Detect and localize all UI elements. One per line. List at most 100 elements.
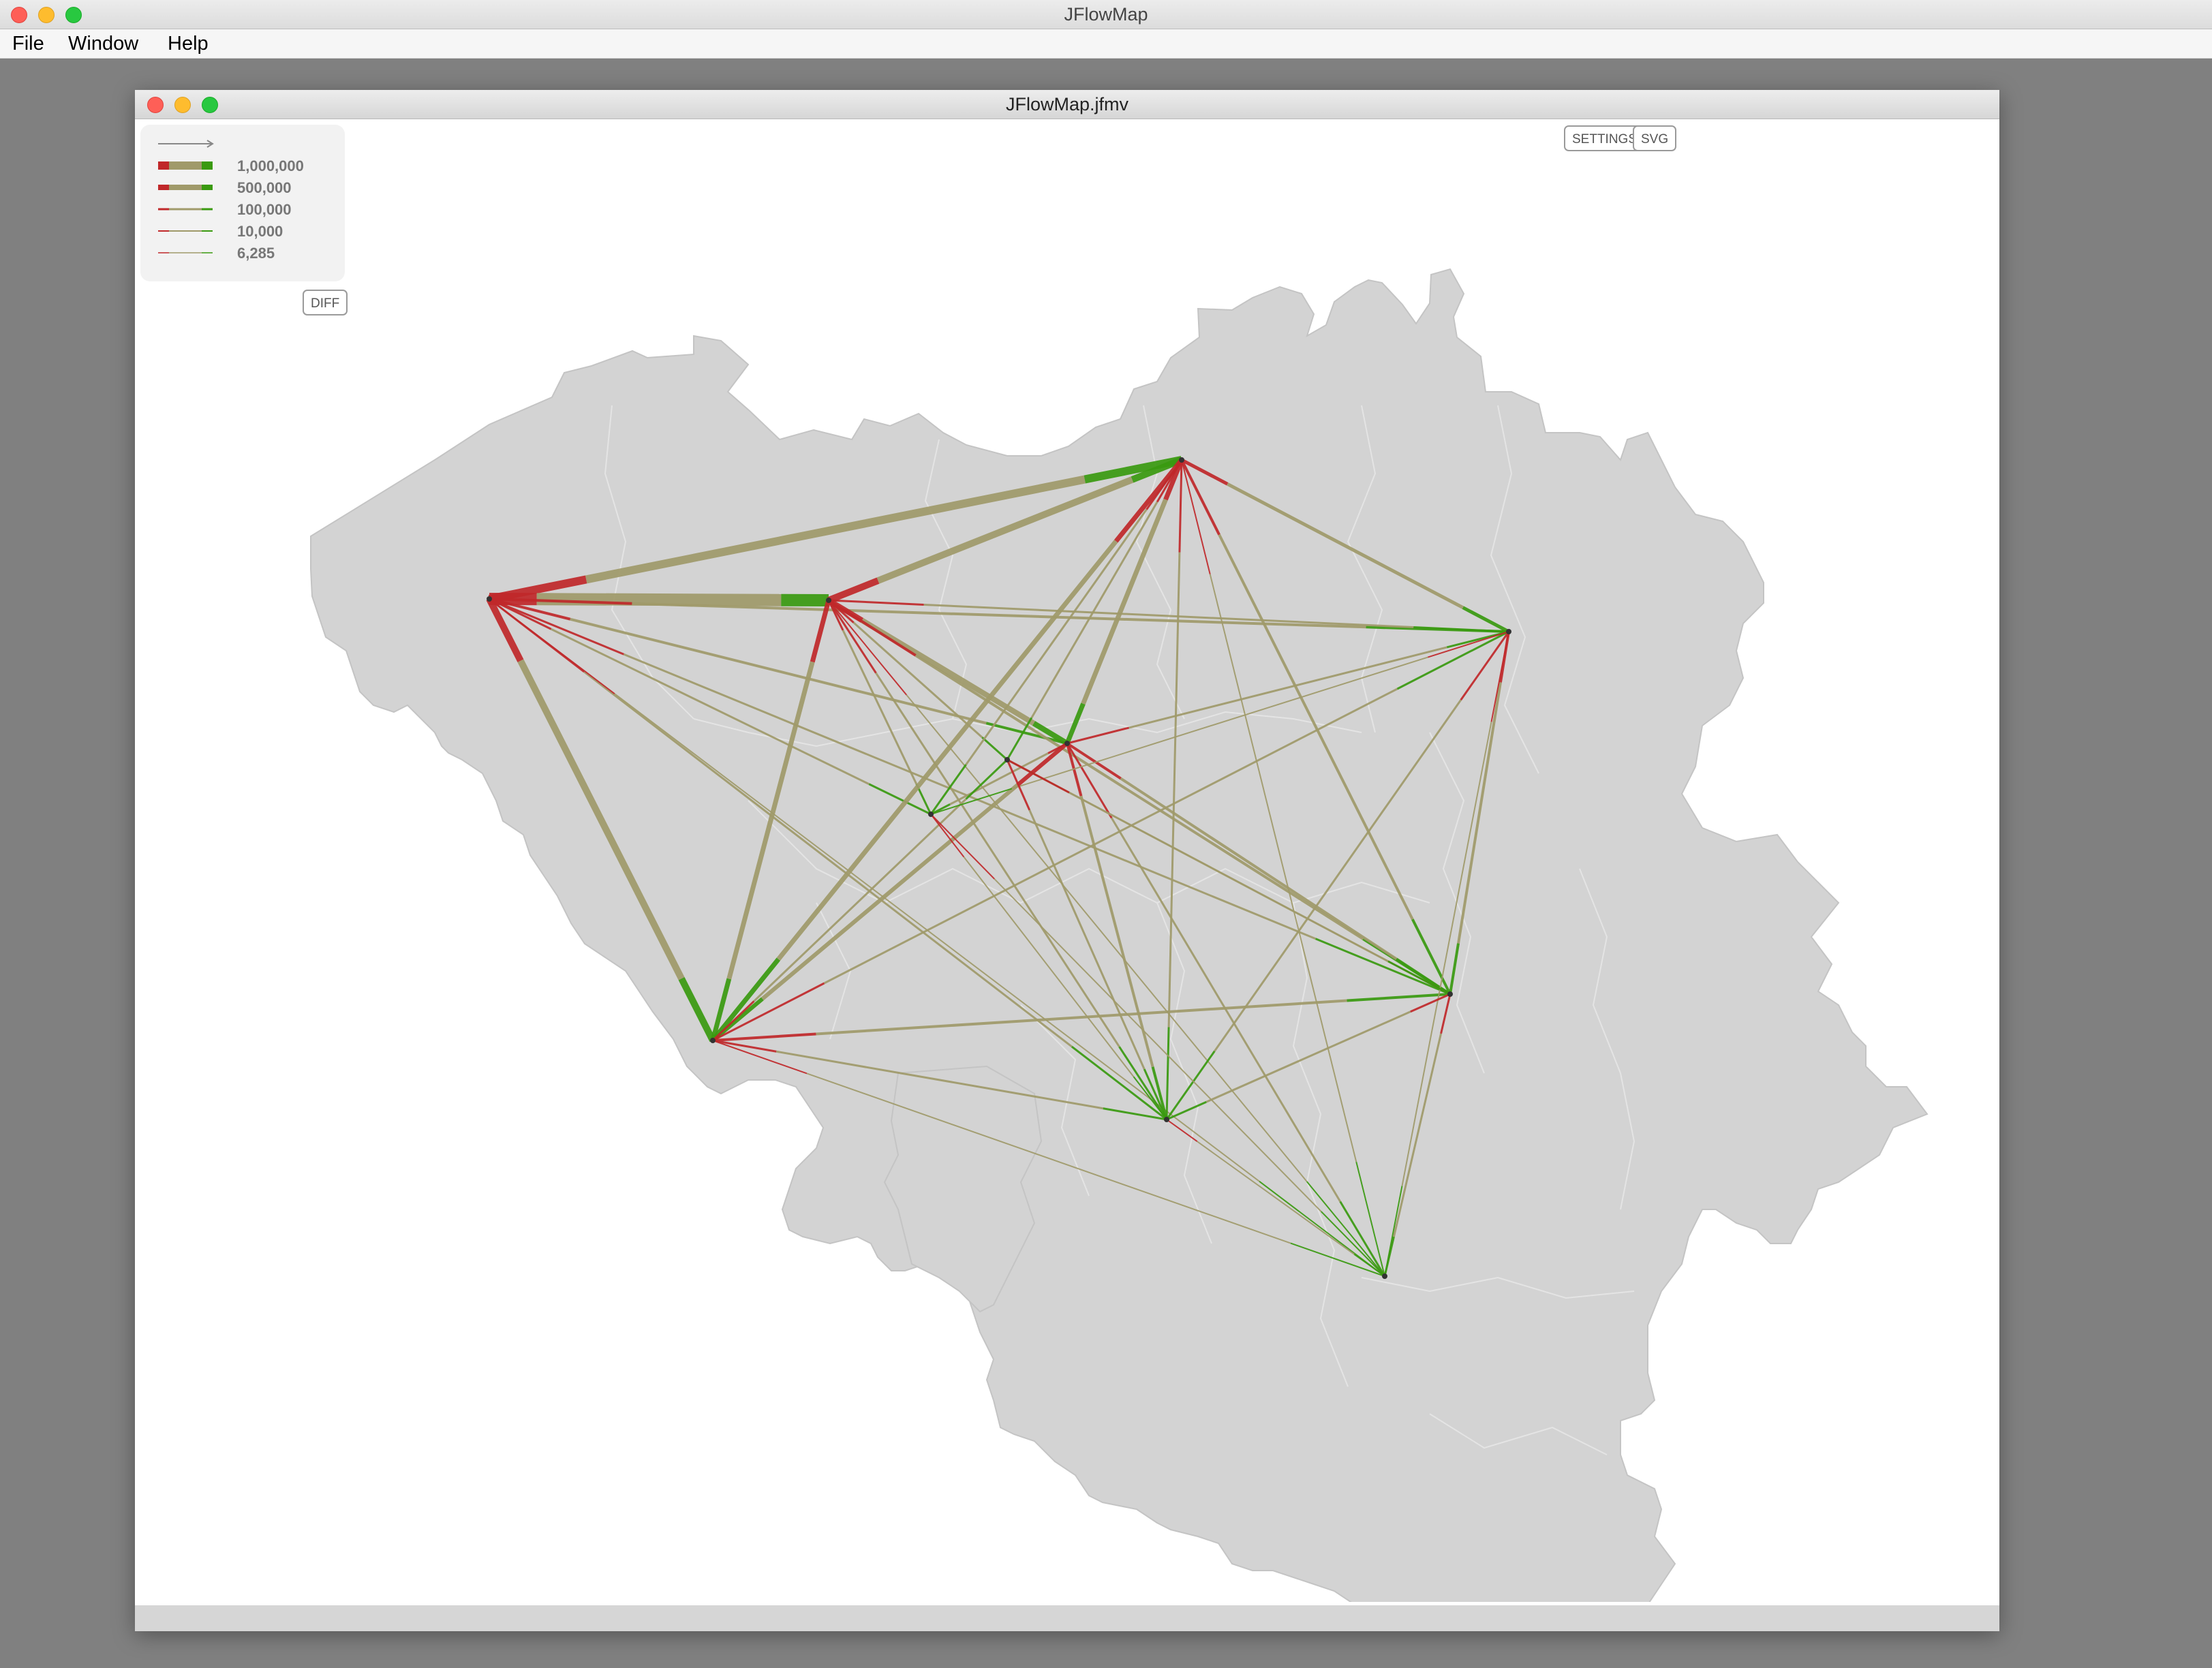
flow-segment	[852, 621, 983, 739]
document-status-bar	[135, 1605, 1999, 1631]
flow-node[interactable]	[710, 1038, 716, 1043]
flow-segment	[930, 814, 965, 858]
flow-segment	[1066, 743, 1113, 819]
flow-segment	[923, 603, 1414, 629]
flow-segment	[827, 599, 917, 657]
flow-segment	[875, 672, 1120, 1048]
flow-segment	[1410, 993, 1451, 1013]
document-titlebar: JFlowMap.jfmv	[135, 90, 1999, 119]
menu-file[interactable]: File	[12, 33, 44, 55]
flow-segment	[583, 670, 1073, 1048]
flow-segment	[1306, 1181, 1385, 1277]
app-title: JFlowMap	[1064, 4, 1148, 25]
flow-segment	[489, 598, 632, 605]
flow-segment	[828, 599, 924, 606]
flow-node[interactable]	[1064, 741, 1070, 746]
flow-node[interactable]	[1004, 757, 1010, 762]
flow-segment	[828, 600, 908, 696]
flow-segment	[1165, 1050, 1216, 1120]
flow-segment	[1449, 943, 1460, 995]
map-hainaut-lobe	[883, 1065, 1043, 1313]
flow-segment	[906, 694, 1308, 1182]
flow-segment	[1347, 993, 1451, 1002]
legend-label: 100,000	[237, 201, 292, 218]
minimize-window-button[interactable]	[38, 7, 55, 23]
flow-segment	[1151, 1066, 1168, 1120]
flow-segment	[1411, 918, 1451, 995]
flow-segment	[827, 577, 880, 604]
flow-segment	[1030, 501, 1158, 719]
flow-segment	[823, 688, 1398, 985]
flow-segment	[1392, 1033, 1443, 1237]
flow-segment	[1167, 552, 1181, 1028]
flow-segment	[1064, 702, 1086, 745]
flow-segment	[806, 1072, 1291, 1244]
flow-node[interactable]	[1506, 629, 1511, 634]
flow-segment	[1166, 1100, 1207, 1121]
flow-segment	[1462, 606, 1510, 634]
flow-segment	[1133, 1076, 1167, 1120]
flow-segment	[1490, 631, 1509, 722]
flow-nodes	[487, 457, 1511, 1279]
flow-segment	[711, 957, 781, 1042]
flow-segment	[712, 1032, 816, 1042]
flow-segment	[994, 878, 1322, 1212]
flow-segment	[1339, 1201, 1386, 1277]
flow-segment	[1066, 743, 1083, 797]
close-window-button[interactable]	[11, 7, 27, 23]
flow-node[interactable]	[1447, 991, 1453, 997]
flow-node[interactable]	[1382, 1273, 1387, 1279]
flow-segment	[985, 722, 1068, 745]
flow-segment	[1218, 534, 1414, 921]
flow-segment	[1165, 1027, 1170, 1120]
flow-segment	[1071, 1045, 1167, 1121]
legend-label: 1,000,000	[237, 157, 304, 174]
svg-export-button[interactable]: SVG	[1633, 125, 1677, 151]
flow-segment	[1440, 993, 1451, 1034]
flow-node[interactable]	[1164, 1117, 1169, 1122]
flow-map-canvas[interactable]: 1,000,000 500,000 100,000 10,000 6,285	[135, 119, 1999, 1602]
menu-help[interactable]: Help	[168, 33, 209, 55]
flow-segment	[1128, 646, 1447, 729]
flow-segment	[1143, 1068, 1168, 1120]
flow-segment	[1401, 722, 1492, 1186]
flow-segment	[965, 758, 1009, 800]
flow-segment	[1427, 631, 1509, 658]
flow-segment	[1180, 458, 1229, 486]
document-zoom-button[interactable]	[202, 97, 218, 113]
legend-arrow-head	[206, 140, 214, 148]
diff-button[interactable]: DIFF	[303, 290, 348, 315]
flow-segment	[1178, 459, 1183, 553]
flow-segment	[489, 598, 624, 655]
flow-segment	[712, 1040, 808, 1075]
flow-node[interactable]	[1179, 457, 1184, 463]
flow-segment	[775, 1050, 1104, 1110]
flow-segment	[827, 600, 844, 631]
flow-node[interactable]	[487, 596, 492, 602]
flow-node[interactable]	[826, 598, 831, 603]
flow-segment	[949, 752, 1049, 805]
legend-rows: 1,000,000 500,000 100,000 10,000 6,285	[158, 157, 304, 262]
flow-segment	[1032, 721, 1069, 746]
flow-segment	[1180, 459, 1220, 536]
document-minimize-button[interactable]	[174, 97, 191, 113]
flow-segment	[965, 508, 1148, 766]
settings-button[interactable]: SETTINGS	[1564, 125, 1646, 151]
flow-segment	[486, 597, 524, 662]
flow-segment	[1006, 759, 1031, 811]
flow-segment	[1315, 938, 1451, 995]
flow-segment	[632, 602, 1366, 629]
flow-segment	[1007, 758, 1070, 794]
flow-segment	[1066, 726, 1130, 745]
flow-segment	[1131, 457, 1183, 483]
flow-segment	[1353, 1253, 1385, 1277]
flow-segment	[585, 475, 1086, 584]
flow-node[interactable]	[928, 812, 934, 817]
flow-segment	[761, 783, 1019, 1001]
document-close-button[interactable]	[147, 97, 164, 113]
flow-segment	[1011, 656, 1428, 790]
flow-segment	[930, 814, 995, 880]
flow-segment	[963, 856, 1135, 1077]
menu-window[interactable]: Window	[68, 33, 139, 55]
zoom-window-button[interactable]	[65, 7, 82, 23]
